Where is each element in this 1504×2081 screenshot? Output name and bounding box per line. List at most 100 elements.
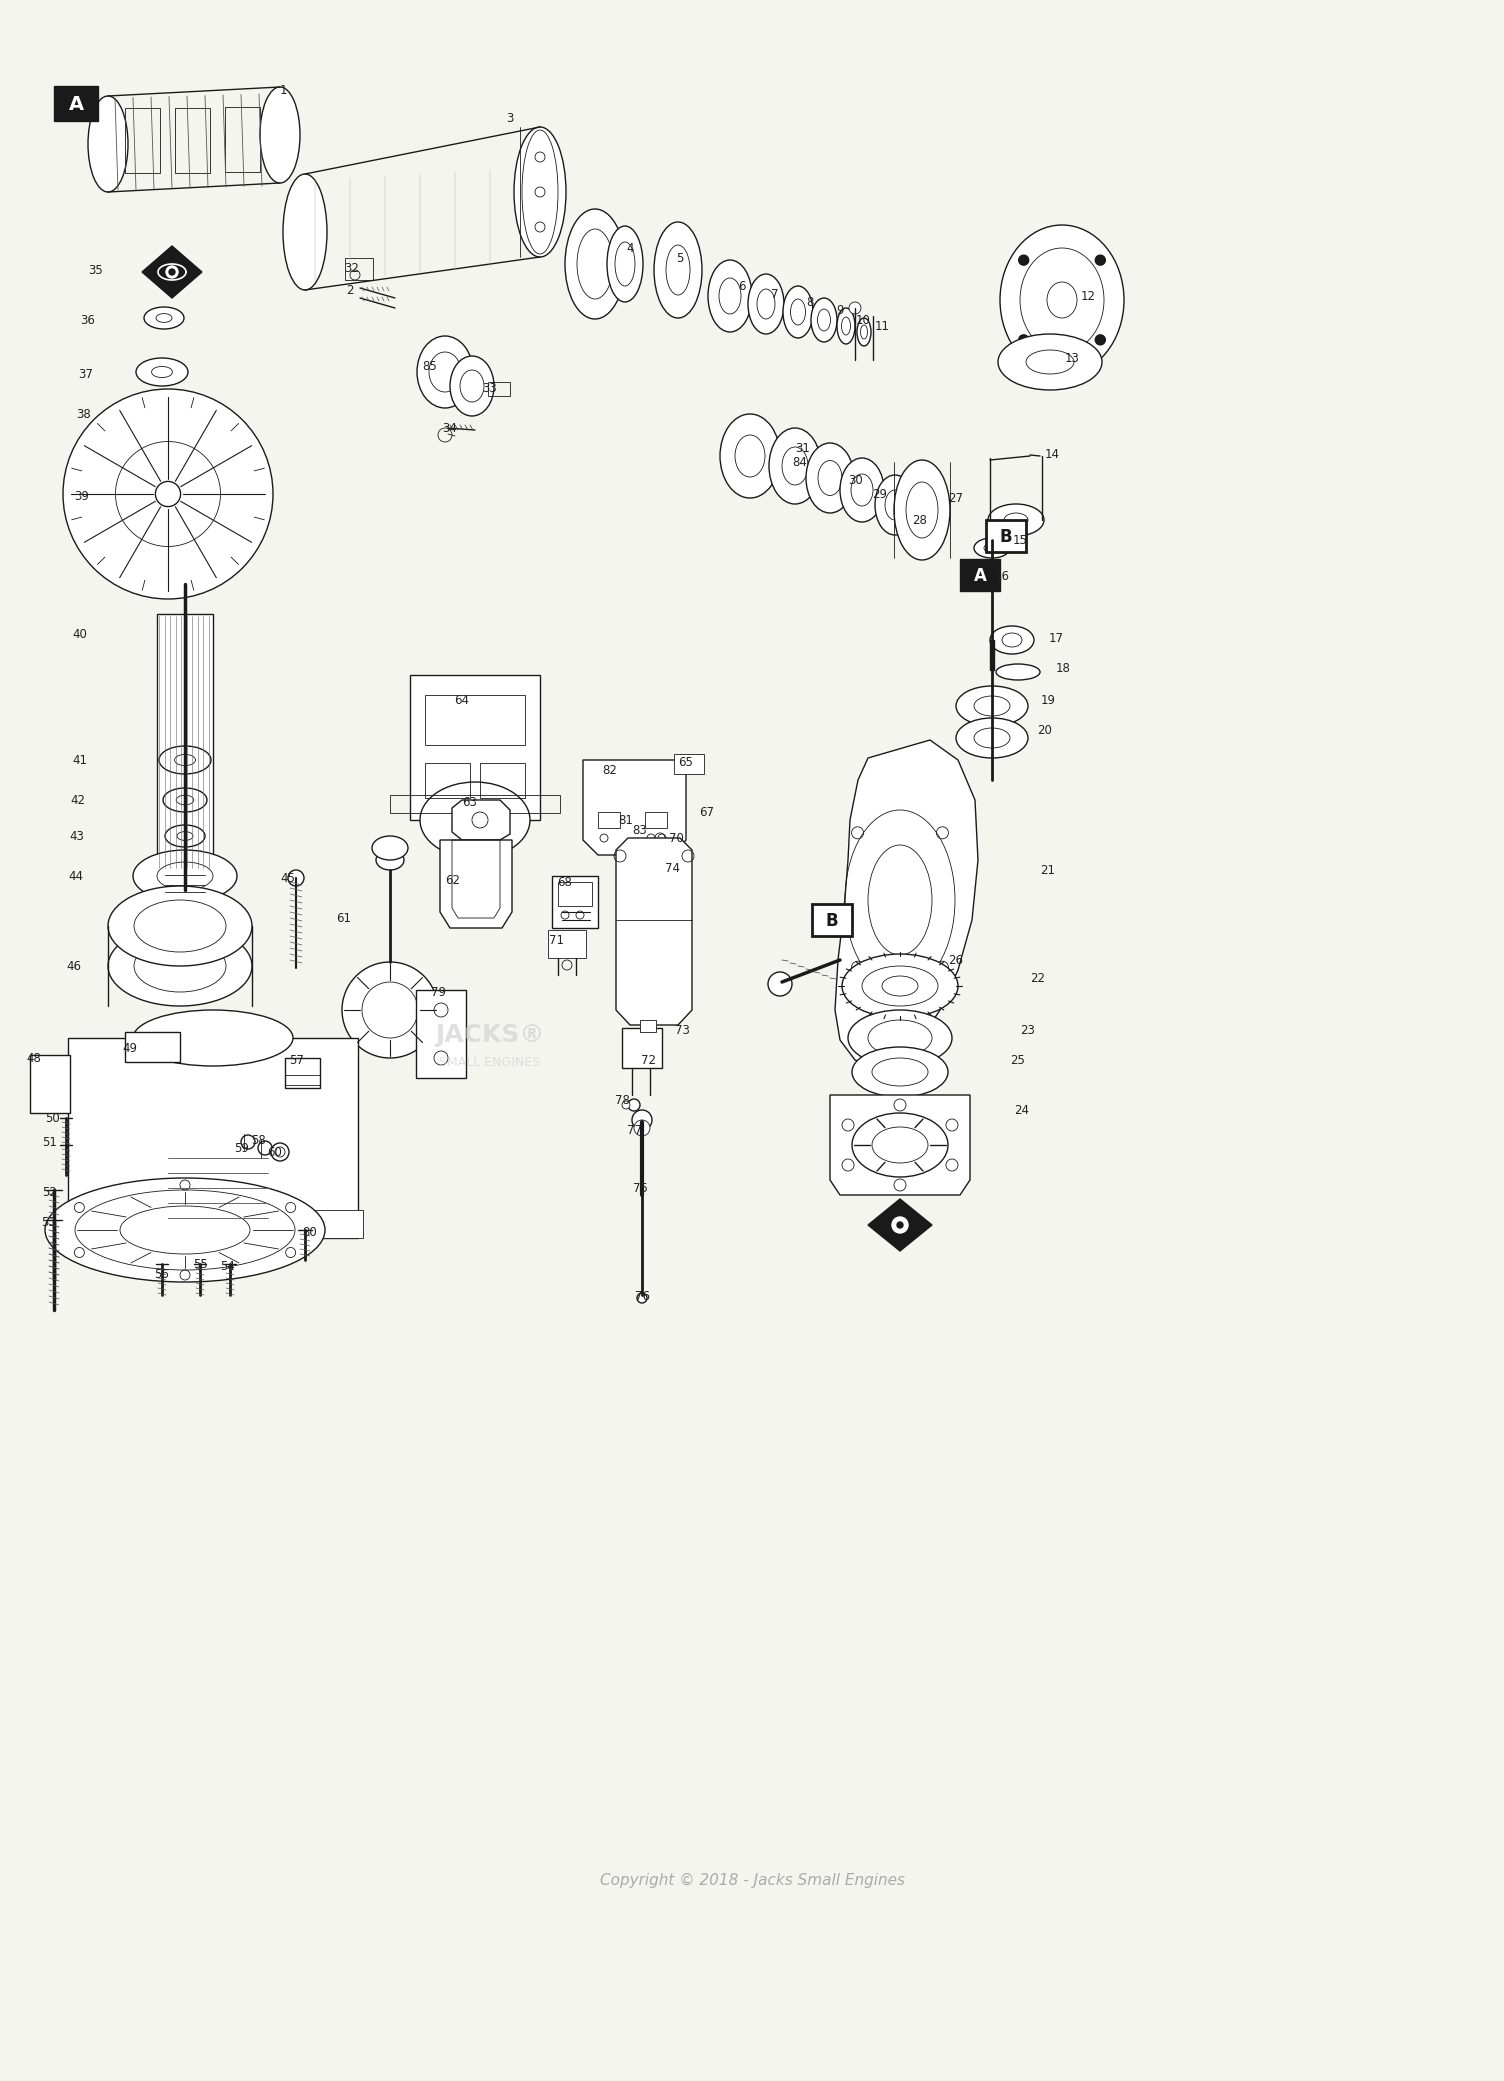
Bar — [812, 903, 851, 936]
Text: 32: 32 — [344, 262, 359, 275]
Text: 24: 24 — [1015, 1103, 1030, 1117]
Ellipse shape — [45, 1178, 325, 1282]
Bar — [68, 1038, 358, 1238]
Text: 33: 33 — [483, 381, 498, 395]
Circle shape — [63, 389, 274, 599]
Text: 51: 51 — [42, 1136, 57, 1149]
Text: 49: 49 — [122, 1040, 137, 1055]
Text: SMALL ENGINES: SMALL ENGINES — [439, 1055, 540, 1068]
Ellipse shape — [167, 870, 203, 891]
Bar — [417, 991, 466, 1078]
Ellipse shape — [108, 926, 253, 1005]
Ellipse shape — [851, 1047, 948, 1097]
Bar — [487, 383, 510, 395]
Text: 30: 30 — [848, 474, 863, 487]
Ellipse shape — [975, 539, 1011, 558]
Ellipse shape — [857, 318, 871, 345]
Ellipse shape — [708, 260, 752, 333]
Text: 43: 43 — [69, 830, 84, 843]
Text: 58: 58 — [251, 1134, 265, 1147]
Polygon shape — [441, 841, 511, 928]
Text: 26: 26 — [949, 953, 964, 966]
Ellipse shape — [165, 824, 205, 847]
Text: 1: 1 — [280, 83, 287, 96]
Circle shape — [892, 1217, 908, 1234]
Text: 78: 78 — [615, 1093, 630, 1107]
Text: 12: 12 — [1080, 289, 1095, 302]
Text: 85: 85 — [423, 360, 438, 372]
Text: 22: 22 — [1030, 972, 1045, 984]
Ellipse shape — [999, 333, 1102, 389]
Text: 9: 9 — [836, 304, 844, 316]
Text: 23: 23 — [1021, 1024, 1035, 1036]
Text: 70: 70 — [669, 832, 683, 845]
Bar — [990, 641, 994, 670]
Text: Copyright © 2018 - Jacks Small Engines: Copyright © 2018 - Jacks Small Engines — [600, 1873, 904, 1887]
Text: 44: 44 — [69, 870, 84, 882]
Text: 83: 83 — [633, 824, 647, 837]
Ellipse shape — [848, 302, 860, 314]
Polygon shape — [453, 799, 510, 841]
Ellipse shape — [171, 887, 199, 903]
Circle shape — [629, 1099, 641, 1111]
Ellipse shape — [957, 718, 1029, 757]
Circle shape — [341, 961, 438, 1057]
Ellipse shape — [784, 285, 814, 337]
Bar — [344, 258, 373, 281]
Bar — [987, 520, 1026, 551]
Ellipse shape — [1000, 225, 1123, 375]
Text: 64: 64 — [454, 693, 469, 708]
Text: 8: 8 — [806, 296, 814, 308]
Ellipse shape — [283, 175, 326, 289]
Ellipse shape — [893, 460, 951, 560]
Text: 31: 31 — [796, 441, 811, 454]
Ellipse shape — [632, 1109, 653, 1130]
Bar — [641, 1020, 656, 1032]
Bar — [226, 106, 260, 173]
Text: 52: 52 — [42, 1186, 57, 1199]
Bar — [284, 1057, 320, 1088]
Circle shape — [168, 268, 174, 275]
Ellipse shape — [159, 745, 211, 774]
Text: 25: 25 — [1011, 1053, 1026, 1065]
Text: 42: 42 — [71, 793, 86, 807]
Text: JACKS®: JACKS® — [435, 1024, 544, 1047]
Text: 19: 19 — [1041, 693, 1056, 708]
Text: 62: 62 — [445, 874, 460, 887]
Ellipse shape — [806, 443, 854, 514]
Text: 20: 20 — [1038, 724, 1053, 737]
Text: 18: 18 — [1056, 662, 1071, 674]
Text: 38: 38 — [77, 408, 92, 420]
Bar — [426, 764, 469, 797]
Text: 15: 15 — [1012, 533, 1027, 547]
Ellipse shape — [638, 1292, 647, 1303]
Text: 13: 13 — [1065, 352, 1080, 364]
Circle shape — [896, 1222, 902, 1228]
Ellipse shape — [838, 308, 854, 343]
Text: 41: 41 — [72, 753, 87, 766]
Text: 27: 27 — [949, 491, 964, 504]
Ellipse shape — [747, 275, 784, 333]
Bar — [960, 560, 1000, 591]
Text: 82: 82 — [603, 764, 618, 776]
Bar — [411, 674, 540, 820]
Ellipse shape — [842, 953, 958, 1018]
Text: 84: 84 — [793, 456, 808, 468]
Ellipse shape — [608, 227, 644, 302]
Bar — [156, 614, 214, 870]
Ellipse shape — [108, 887, 253, 966]
Bar — [480, 764, 525, 797]
Text: 11: 11 — [874, 320, 889, 333]
Text: 17: 17 — [1048, 631, 1063, 645]
Circle shape — [1095, 256, 1105, 264]
Bar — [284, 1076, 320, 1084]
Ellipse shape — [260, 87, 299, 183]
Ellipse shape — [957, 687, 1029, 726]
Ellipse shape — [988, 504, 1044, 537]
Text: 40: 40 — [72, 628, 87, 641]
Text: 21: 21 — [1041, 864, 1056, 876]
Circle shape — [1018, 335, 1029, 345]
Ellipse shape — [132, 1009, 293, 1065]
Text: 76: 76 — [635, 1290, 650, 1303]
Ellipse shape — [144, 855, 226, 897]
